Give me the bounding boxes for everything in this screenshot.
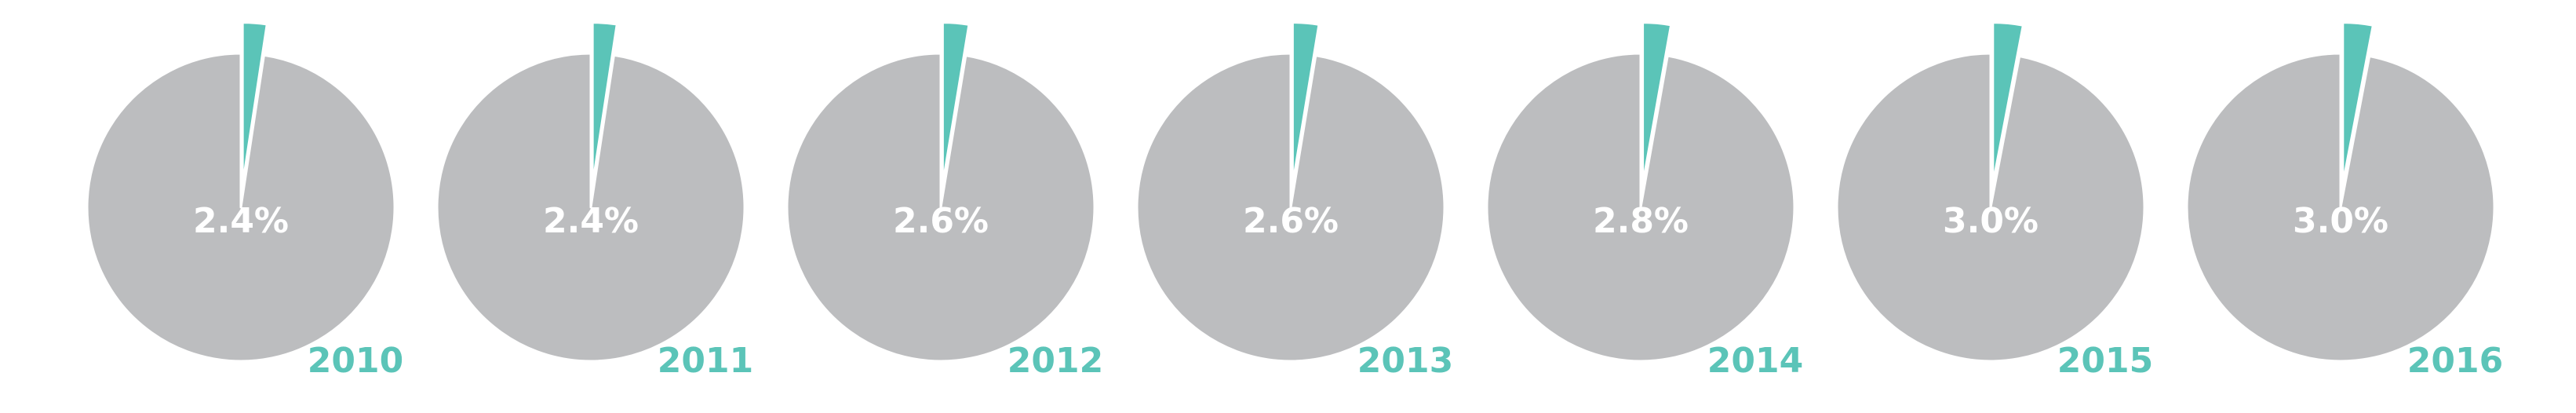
pie-slice-highlight-2014 xyxy=(1642,22,1672,181)
year-label-2016: 2016 xyxy=(2407,341,2503,381)
pie-2012: 2.6% 2012 xyxy=(785,22,1103,381)
percent-label-2015: 3.0% xyxy=(1943,201,2039,241)
pie-slice-highlight-2012 xyxy=(942,22,970,181)
percent-label-2013: 2.6% xyxy=(1243,201,1339,241)
pie-slice-highlight-2011 xyxy=(592,22,618,181)
percent-label-2012: 2.6% xyxy=(893,201,989,241)
pie-slice-highlight-2013 xyxy=(1292,22,1320,181)
percent-label-2010: 2.4% xyxy=(193,201,289,241)
percent-label-2014: 2.8% xyxy=(1593,201,1689,241)
percent-label-2016: 3.0% xyxy=(2293,201,2388,241)
pie-slice-rest-2013 xyxy=(1135,52,1446,363)
pie-2010: 2.4% 2010 xyxy=(86,22,403,381)
pie-slice-rest-2012 xyxy=(785,52,1096,363)
year-label-2011: 2011 xyxy=(658,341,753,381)
pie-slice-rest-2015 xyxy=(1835,52,2146,363)
year-label-2012: 2012 xyxy=(1007,341,1103,381)
pie-2014: 2.8% 2014 xyxy=(1485,22,1803,381)
pie-2013: 2.6% 2013 xyxy=(1135,22,1453,381)
pie-2011: 2.4% 2011 xyxy=(435,22,753,381)
pie-2016: 3.0% 2016 xyxy=(2185,22,2503,381)
pie-slice-highlight-2015 xyxy=(1992,22,2024,181)
year-label-2014: 2014 xyxy=(1707,341,1803,381)
percent-label-2011: 2.4% xyxy=(543,201,639,241)
pie-slice-rest-2010 xyxy=(86,52,396,363)
pie-slice-rest-2016 xyxy=(2185,52,2496,363)
pie-slice-rest-2011 xyxy=(435,52,746,363)
year-label-2015: 2015 xyxy=(2057,341,2153,381)
pie-slice-rest-2014 xyxy=(1485,52,1796,363)
pie-2015: 3.0% 2015 xyxy=(1835,22,2153,381)
pie-slice-highlight-2016 xyxy=(2342,22,2374,181)
year-label-2010: 2010 xyxy=(308,341,403,381)
year-label-2013: 2013 xyxy=(1357,341,1453,381)
pie-slice-highlight-2010 xyxy=(242,22,268,181)
